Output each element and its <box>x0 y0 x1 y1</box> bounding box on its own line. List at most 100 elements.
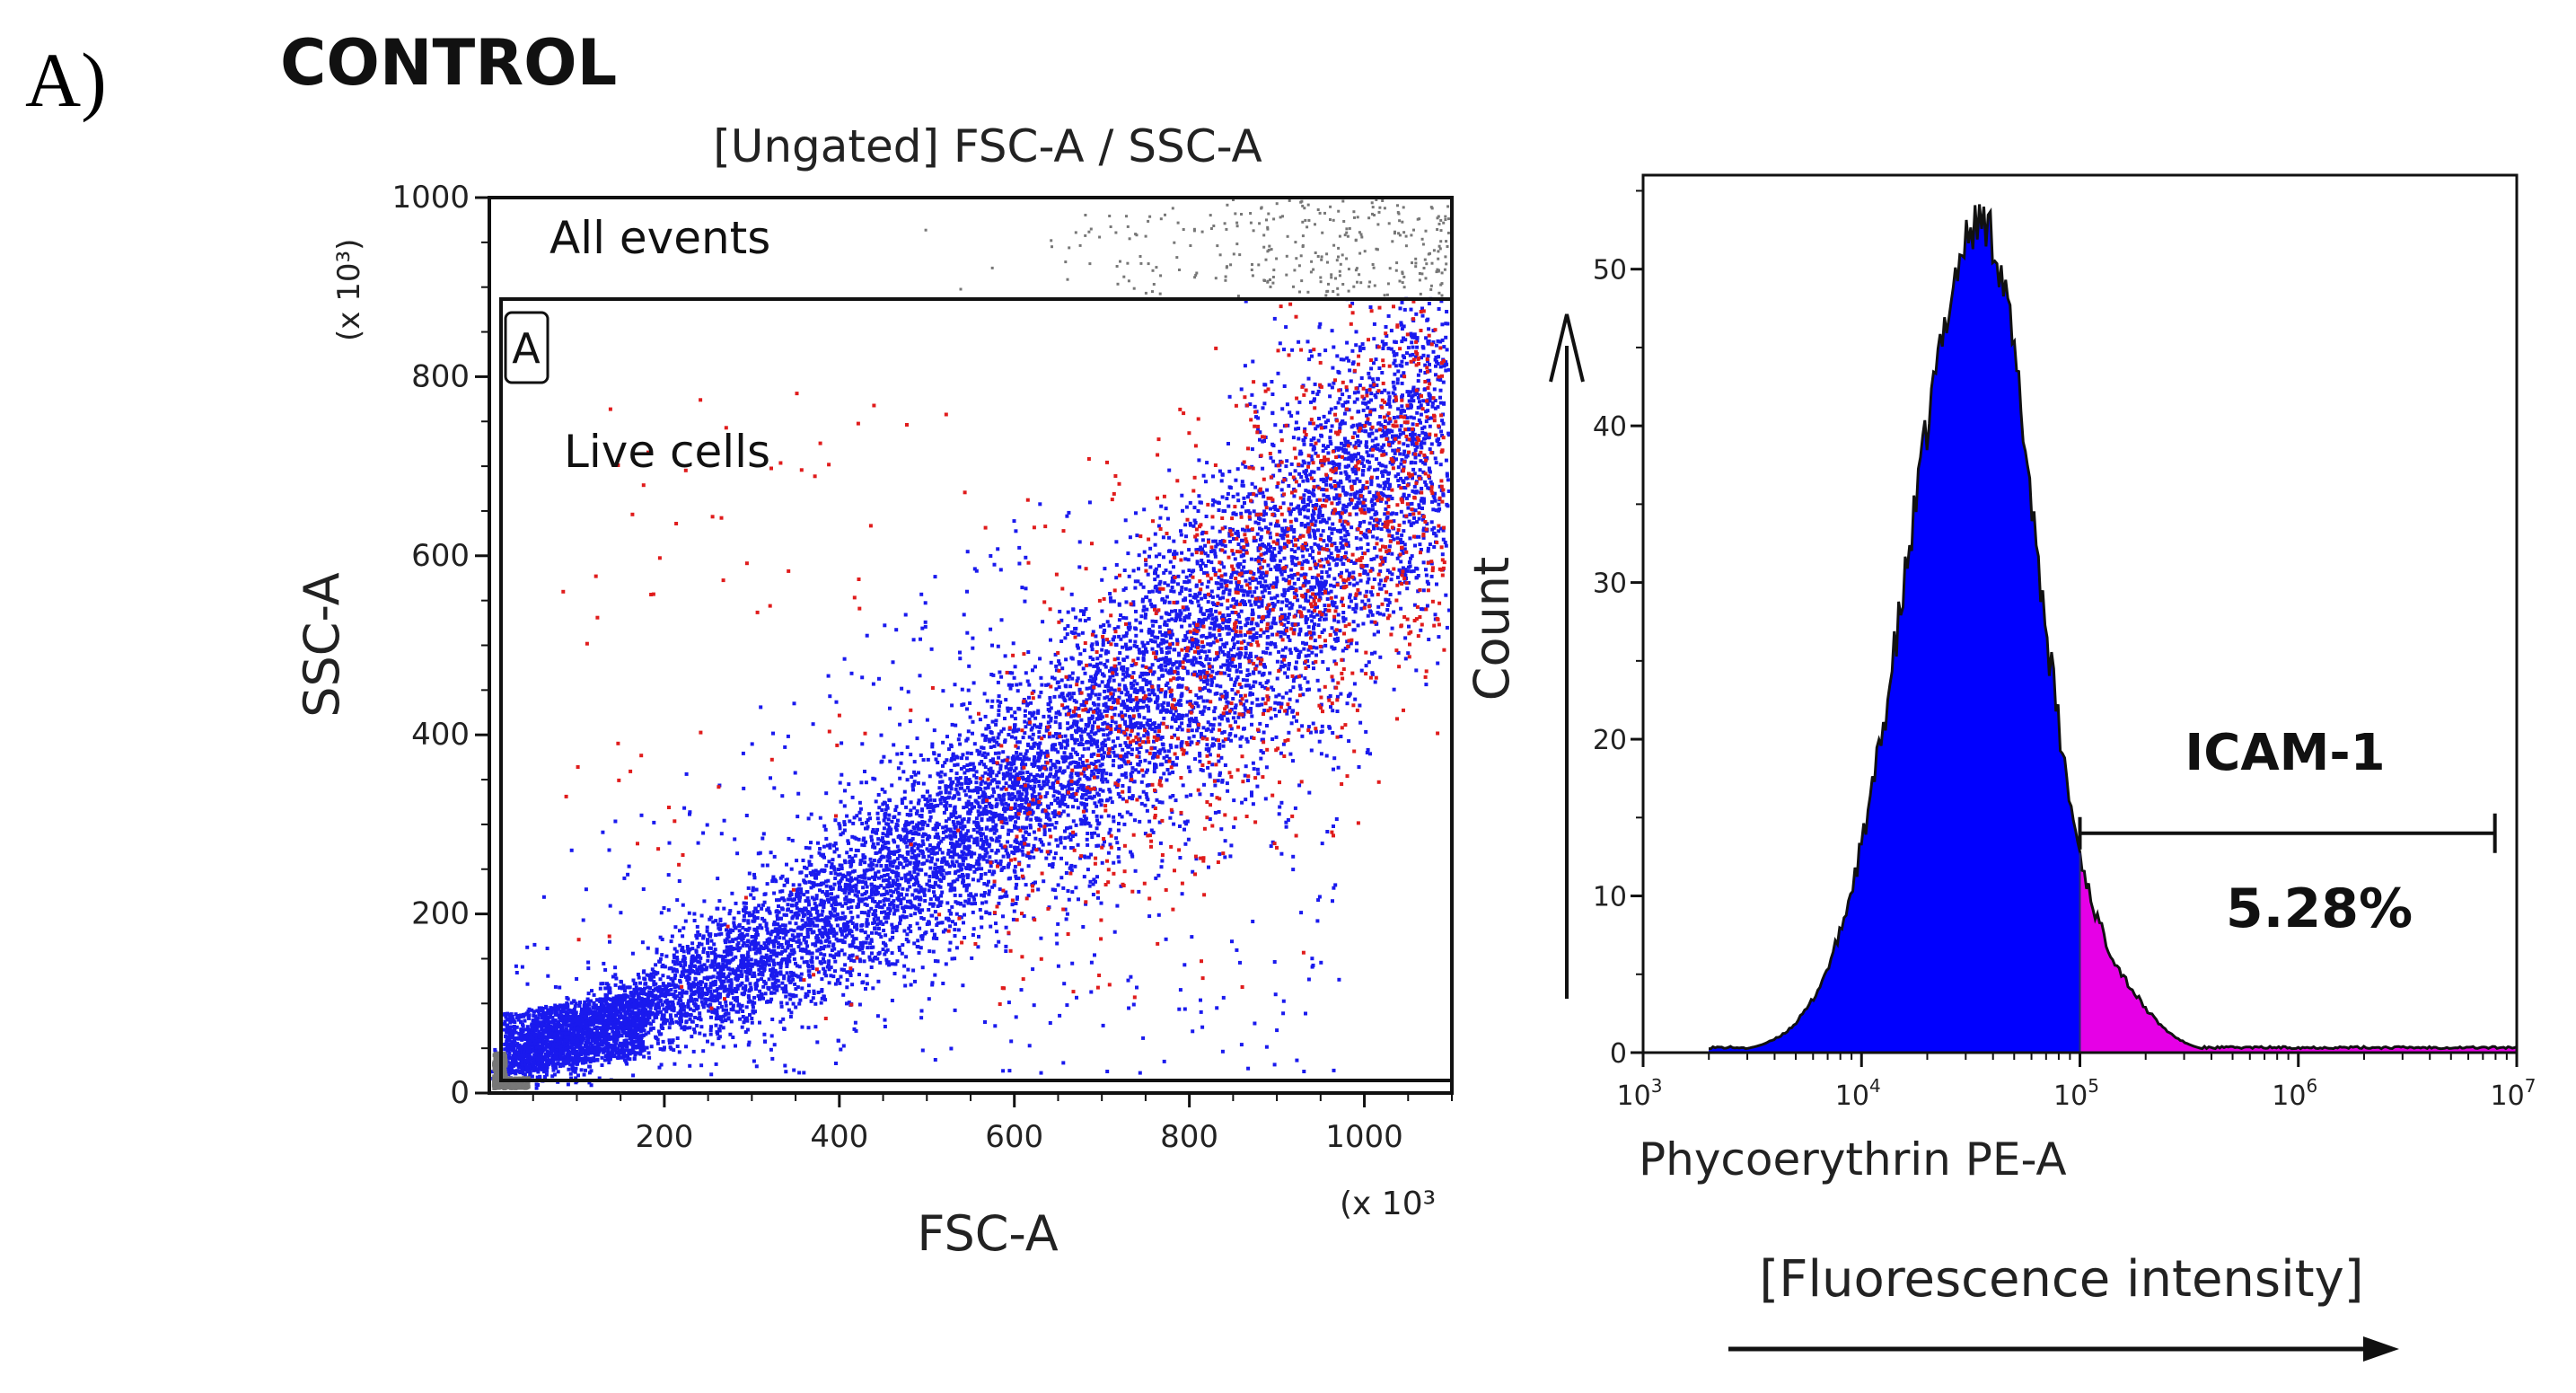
scatter-point <box>992 831 997 835</box>
scatter-point <box>712 994 717 999</box>
scatter-point <box>1370 377 1375 382</box>
scatter-point <box>833 895 838 900</box>
scatter-point <box>1323 579 1327 584</box>
scatter-point <box>1207 707 1211 710</box>
scatter-point <box>875 902 880 906</box>
scatter-point <box>700 986 705 991</box>
scatter-point <box>953 763 957 767</box>
scatter-point <box>1245 668 1250 673</box>
scatter-point <box>1393 393 1397 398</box>
scatter-point <box>1442 401 1446 405</box>
scatter-point <box>989 811 994 816</box>
scatter-point <box>716 998 720 1002</box>
scatter-point <box>987 879 990 884</box>
scatter-point <box>875 904 879 909</box>
scatter-point <box>1301 692 1306 697</box>
scatter-point <box>1010 671 1015 675</box>
scatter-point <box>663 1000 667 1004</box>
scatter-point <box>743 901 748 905</box>
scatter-point <box>1200 649 1203 653</box>
scatter-point <box>1383 512 1387 516</box>
scatter-point <box>1326 667 1330 672</box>
scatter-point <box>1131 671 1136 675</box>
scatter-point <box>1386 487 1391 491</box>
scatter-point <box>1106 814 1111 818</box>
scatter-point <box>654 1007 658 1010</box>
scatter-point <box>1079 737 1084 742</box>
scatter-point <box>884 933 888 938</box>
scatter-point <box>1328 526 1332 531</box>
scatter-point <box>1406 428 1411 432</box>
scatter-point <box>763 992 768 996</box>
scatter-point <box>947 948 952 952</box>
scatter-point <box>924 930 928 935</box>
scatter-point <box>1288 651 1293 655</box>
scatter-point <box>1417 418 1421 422</box>
scatter-point <box>1054 821 1059 824</box>
scatter-point <box>891 882 895 886</box>
scatter-point <box>855 927 859 931</box>
scatter-point <box>1309 545 1314 550</box>
scatter-point <box>1323 608 1328 612</box>
scatter-point <box>914 875 919 879</box>
scatter-point <box>748 999 752 1003</box>
scatter-point <box>576 1073 580 1078</box>
scatter-point <box>933 846 937 851</box>
scatter-point <box>1181 783 1185 788</box>
scatter-point <box>1421 607 1426 612</box>
scatter-point <box>1146 641 1150 645</box>
scatter-point <box>949 885 954 889</box>
scatter-point <box>708 996 713 1001</box>
scatter-point <box>1201 473 1206 478</box>
scatter-point <box>706 1003 710 1008</box>
scatter-point <box>1198 759 1202 763</box>
scatter-point <box>670 1003 674 1008</box>
scatter-point <box>908 899 912 904</box>
scatter-point <box>796 934 800 939</box>
scatter-point <box>1322 628 1326 632</box>
scatter-point <box>1083 822 1087 826</box>
scatter-point <box>890 922 894 927</box>
scatter-point <box>971 864 976 868</box>
scatter-point <box>936 866 940 869</box>
scatter-point <box>1424 573 1429 577</box>
scatter-point <box>951 842 955 846</box>
scatter-point <box>975 830 980 834</box>
scatter-point <box>909 753 913 757</box>
scatter-point <box>1185 819 1190 824</box>
scatter-point <box>1074 886 1078 890</box>
scatter-point <box>987 810 991 814</box>
scatter-point <box>1279 701 1284 706</box>
scatter-point <box>1106 851 1111 855</box>
scatter-point <box>1440 419 1445 423</box>
scatter-point <box>957 797 962 801</box>
scatter-point <box>1042 783 1046 788</box>
scatter-point <box>674 960 679 965</box>
scatter-point <box>745 932 750 937</box>
scatter-point <box>1048 785 1052 789</box>
scatter-point <box>1264 545 1269 550</box>
scatter-point <box>650 967 655 972</box>
scatter-point <box>636 973 640 976</box>
scatter-point <box>1041 809 1045 814</box>
scatter-point <box>1006 706 1010 710</box>
scatter-point <box>837 854 841 859</box>
scatter-point <box>904 805 909 809</box>
scatter-point <box>1013 717 1017 721</box>
scatter-point <box>1158 579 1163 584</box>
scatter-point <box>1158 748 1163 753</box>
scatter-point <box>1060 793 1065 798</box>
scatter-point <box>848 854 852 859</box>
scatter-point <box>939 894 944 898</box>
scatter-point <box>1322 414 1326 419</box>
scatter-point <box>1432 387 1437 392</box>
scatter-point <box>1350 467 1355 472</box>
scatter-point <box>964 888 969 893</box>
scatter-point <box>930 745 935 749</box>
scatter-point <box>1332 345 1336 349</box>
scatter-point <box>1405 569 1410 573</box>
scatter-point <box>1302 493 1306 498</box>
scatter-point <box>1332 659 1337 664</box>
scatter-point <box>1445 472 1449 476</box>
scatter-point <box>1358 591 1362 595</box>
